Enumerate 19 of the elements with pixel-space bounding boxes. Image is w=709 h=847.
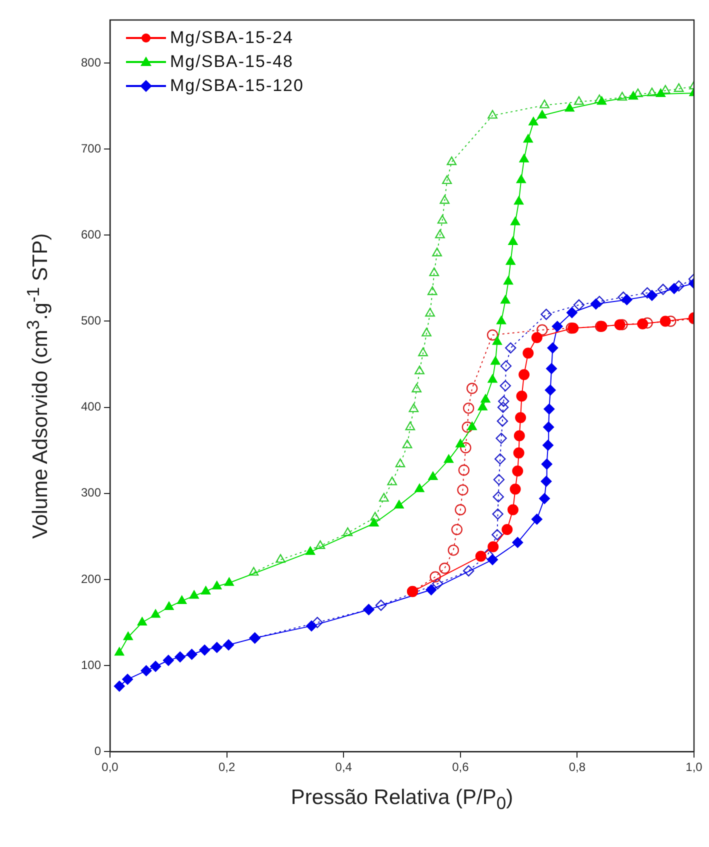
y-tick-label: 500 [80,314,102,328]
x-tick-label: 0,2 [218,760,236,774]
legend-label: Mg/SBA-15-120 [170,75,304,97]
x-axis-title: Pressão Relativa (P/P$_{0}$) [290,786,514,814]
x-tick-label: 0,6 [452,760,470,774]
y-tick-label: 400 [80,400,102,414]
y-tick-label: 100 [80,658,102,672]
y-tick-label: 600 [80,227,102,242]
x-tick-label: 1,0 [686,760,703,774]
x-tick-label: 0,0 [102,760,119,774]
y-tick-label: 300 [80,486,102,500]
x-tick-label: 0,8 [568,760,586,774]
legend-label: Mg/SBA-15-24 [170,27,294,49]
y-tick-label: 200 [80,572,102,586]
y-tick-label: 800 [80,55,102,70]
y-tick-label: 0 [94,744,102,758]
y-tick-label: 700 [80,141,102,156]
legend-label: Mg/SBA-15-48 [170,51,294,73]
x-tick-label: 0,4 [335,760,352,774]
